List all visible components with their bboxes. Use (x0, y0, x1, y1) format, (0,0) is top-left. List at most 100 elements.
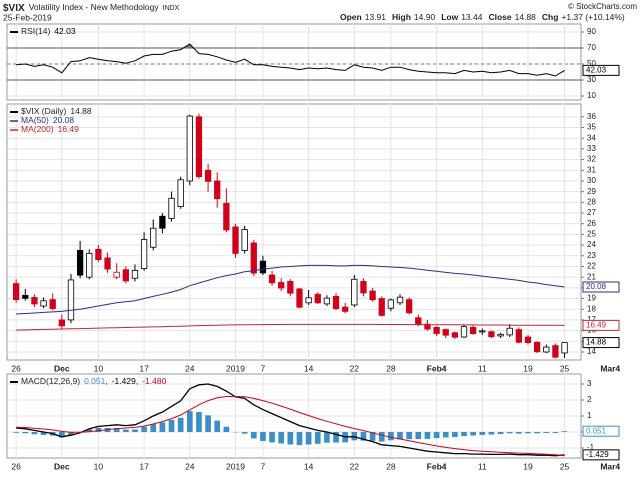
x-tick-label: 7 (261, 363, 266, 373)
candle-body (67, 279, 75, 321)
candle-body (104, 257, 111, 270)
candle-body (131, 270, 139, 279)
candle-body (360, 281, 367, 294)
candle-body (113, 271, 120, 278)
x-tick-label: Dec (54, 461, 70, 471)
legend: MA(50) 20.08 (21, 115, 74, 125)
y-tick-label: 34 (587, 133, 596, 142)
legend-label: MACD(12,26,9) (21, 376, 80, 386)
histogram-bar (241, 432, 248, 434)
histogram-bar (95, 427, 102, 432)
x-tick-label: 14 (304, 461, 314, 471)
x-tick-label: 11 (478, 363, 487, 373)
candle-body (424, 323, 431, 330)
security-name: Volatility Index - New Methodology (29, 2, 160, 12)
y-tick-label: 26 (587, 219, 596, 228)
y-tick-label: 24 (587, 240, 596, 249)
quote-label: Chg (542, 12, 559, 22)
histogram-bar (324, 432, 330, 443)
candle-body (543, 346, 550, 353)
value-box-label: 14.88 (586, 338, 607, 347)
histogram-bar (159, 422, 166, 432)
candle-body (451, 332, 459, 338)
y-tick-label: 14 (587, 347, 596, 356)
candle-body (323, 297, 331, 305)
candle-body (406, 299, 413, 314)
candle-body (95, 248, 102, 261)
histogram-bar (287, 432, 294, 445)
quote-value: 14.88 (515, 12, 537, 22)
y-tick-label: 19 (587, 294, 596, 303)
histogram-bar (269, 432, 275, 443)
y-tick-label: 32 (587, 155, 596, 164)
candle-body (250, 242, 257, 274)
histogram-bar (141, 426, 147, 432)
x-tick-label: 2019 (226, 363, 245, 373)
x-tick-label: 10 (94, 461, 104, 471)
quote-label: Close (488, 12, 511, 22)
candle-body (168, 197, 175, 219)
histogram-bar (534, 432, 540, 434)
value-box (582, 64, 620, 76)
histogram-bar (314, 432, 321, 444)
x-tick-label: 22 (350, 363, 360, 373)
quote-value: +1.37 (+10.14%) (561, 12, 624, 22)
date: 25-Feb-2019 (3, 12, 52, 22)
value-box (582, 425, 620, 437)
histogram-bar (470, 432, 476, 436)
histogram-bar (177, 417, 184, 432)
y-tick-label: 35 (587, 123, 596, 132)
x-tick-label: 24 (185, 363, 195, 373)
candle-body (460, 326, 468, 338)
y-tick-label: 90 (587, 27, 596, 36)
quote-label: Open (340, 12, 362, 22)
y-tick-label: 30 (587, 176, 596, 185)
value-box (582, 449, 620, 461)
histogram-bar (223, 426, 230, 432)
x-tick-label: Feb4 (427, 461, 447, 471)
y-tick-label: 18 (587, 304, 596, 313)
histogram-bar (59, 432, 65, 438)
candle-body (241, 229, 248, 251)
histogram-bar (278, 432, 285, 444)
x-tick-label: 19 (523, 461, 533, 471)
x-tick-label: 10 (94, 363, 104, 373)
candle-body (177, 179, 184, 208)
candle-body (268, 274, 276, 284)
histogram-bar (132, 429, 138, 432)
quote: Open 13.91 High 14.90 Low 13.44 Close 14.88 Chg +… (340, 12, 625, 22)
candle-body (86, 252, 93, 278)
histogram-bar (479, 432, 486, 435)
x-tick-label: 7 (261, 461, 266, 471)
x-tick-label: 11 (478, 461, 487, 471)
y-tick-label: 50 (587, 59, 596, 68)
histogram-bar (452, 432, 458, 437)
x-tick-label: 25 (560, 461, 570, 471)
x-tick-label: 24 (185, 461, 195, 471)
panel-frame (6, 103, 582, 361)
histogram-bar (552, 432, 559, 433)
y-tick-label: 36 (587, 112, 596, 121)
legend-label: MA(50) (21, 115, 49, 125)
histogram-bar (168, 419, 175, 432)
legend: MA(200) 16.49 (21, 124, 79, 134)
x-tick-label: 22 (350, 461, 360, 471)
histogram-bar (68, 432, 74, 436)
y-tick-label: 23 (587, 251, 596, 260)
candle-body (378, 298, 385, 316)
legend-separator: , (136, 376, 138, 386)
histogram-bar (369, 432, 376, 441)
x-tick-label: 28 (386, 363, 396, 373)
histogram-bar (113, 428, 120, 432)
histogram-bar (260, 432, 266, 441)
x-tick-label: 19 (523, 363, 533, 373)
candle-body (305, 297, 312, 304)
histogram-bar (525, 432, 531, 434)
candle-body (497, 333, 504, 337)
indicator-line (16, 383, 565, 457)
x-tick-label: 2019 (226, 461, 245, 471)
legend-value: 14.88 (70, 106, 92, 116)
candle-body (488, 331, 495, 338)
legend-label: RSI(14) (21, 26, 50, 36)
candle-body (76, 250, 84, 276)
